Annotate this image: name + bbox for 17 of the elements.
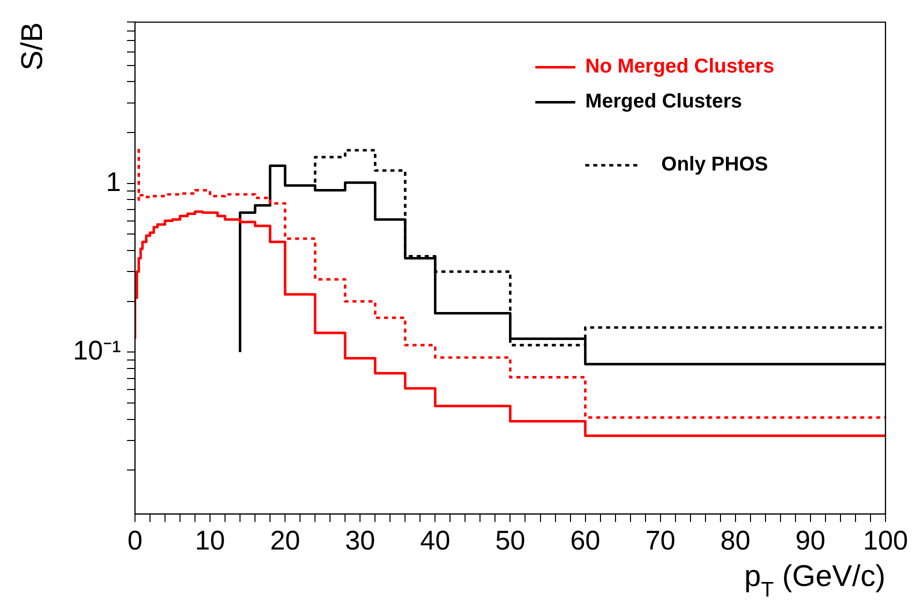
x-tick-label: 70: [645, 526, 676, 556]
y-tick-label: 10⁻¹: [72, 336, 121, 366]
legend-label: Merged Clusters: [585, 90, 742, 113]
x-tick-label: 30: [345, 526, 376, 556]
x-tick-label: 80: [720, 526, 750, 556]
x-tick-label: 90: [795, 526, 826, 556]
x-tick-label: 50: [495, 526, 526, 556]
legend-label: Only PHOS: [661, 154, 768, 176]
x-tick-label: 40: [420, 526, 450, 556]
x-tick-label: 100: [862, 526, 908, 556]
x-tick-label: 10: [195, 526, 226, 556]
x-tick-label: 20: [270, 526, 300, 556]
y-axis-title: S/B: [16, 22, 49, 71]
x-tick-label: 60: [570, 526, 600, 556]
x-tick-label: 0: [127, 526, 143, 556]
legend-label: No Merged Clusters: [585, 56, 774, 78]
y-tick-label: 1: [106, 166, 121, 197]
